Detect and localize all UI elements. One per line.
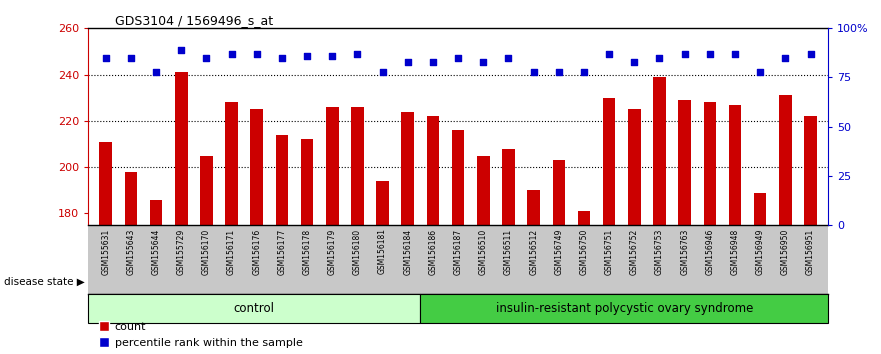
Bar [704, 102, 716, 225]
Bar [754, 193, 766, 225]
Point [477, 59, 491, 64]
Text: GSM156180: GSM156180 [353, 228, 362, 275]
Text: GSM156176: GSM156176 [252, 228, 262, 275]
Text: GSM156751: GSM156751 [604, 228, 614, 275]
Point [677, 51, 692, 57]
Bar [603, 98, 616, 225]
Text: control: control [233, 302, 275, 315]
Legend: count, percentile rank within the sample: count, percentile rank within the sample [93, 318, 307, 352]
Point [728, 51, 742, 57]
Text: GSM156948: GSM156948 [730, 228, 739, 275]
Point [552, 69, 566, 74]
Bar [729, 105, 741, 225]
Text: GSM156512: GSM156512 [529, 228, 538, 275]
Point [99, 55, 113, 61]
Point [300, 53, 315, 59]
Text: GSM155631: GSM155631 [101, 228, 110, 275]
Bar [502, 149, 515, 225]
Bar [477, 155, 490, 225]
Text: GSM156749: GSM156749 [554, 228, 563, 275]
Point [627, 59, 641, 64]
Bar [175, 72, 188, 225]
Bar [150, 200, 162, 225]
Point [753, 69, 767, 74]
Point [451, 55, 465, 61]
Text: GSM156179: GSM156179 [328, 228, 337, 275]
Bar [628, 109, 640, 225]
Bar [250, 109, 263, 225]
Text: GDS3104 / 1569496_s_at: GDS3104 / 1569496_s_at [115, 14, 272, 27]
Text: GSM156750: GSM156750 [580, 228, 589, 275]
Point [401, 59, 415, 64]
Bar [804, 116, 817, 225]
Bar [678, 100, 691, 225]
Bar [779, 96, 792, 225]
Bar [578, 211, 590, 225]
Point [375, 69, 389, 74]
Point [275, 55, 289, 61]
Point [325, 53, 339, 59]
Bar [300, 139, 314, 225]
Text: insulin-resistant polycystic ovary syndrome: insulin-resistant polycystic ovary syndr… [496, 302, 753, 315]
Point [653, 55, 667, 61]
Point [778, 55, 792, 61]
Text: GSM156184: GSM156184 [403, 228, 412, 275]
Point [426, 59, 440, 64]
Text: GSM156187: GSM156187 [454, 228, 463, 275]
Bar [376, 181, 389, 225]
Bar [402, 112, 414, 225]
Bar [226, 102, 238, 225]
Point [351, 51, 365, 57]
Text: GSM155644: GSM155644 [152, 228, 160, 275]
Point [577, 69, 591, 74]
Text: GSM156946: GSM156946 [706, 228, 714, 275]
Point [703, 51, 717, 57]
Point [149, 69, 163, 74]
Bar [200, 155, 212, 225]
Text: GSM156177: GSM156177 [278, 228, 286, 275]
Bar [100, 142, 112, 225]
Bar [276, 135, 288, 225]
Text: GSM156752: GSM156752 [630, 228, 639, 275]
Point [803, 51, 818, 57]
Point [602, 51, 616, 57]
Text: GSM156949: GSM156949 [756, 228, 765, 275]
Bar [352, 107, 364, 225]
Text: GSM156181: GSM156181 [378, 228, 387, 274]
Text: GSM156170: GSM156170 [202, 228, 211, 275]
Text: GSM156511: GSM156511 [504, 228, 513, 275]
Bar [420, 294, 828, 323]
Point [199, 55, 213, 61]
Bar [326, 107, 338, 225]
Text: GSM156951: GSM156951 [806, 228, 815, 275]
Text: GSM156753: GSM156753 [655, 228, 664, 275]
Bar [426, 116, 440, 225]
Bar [88, 294, 420, 323]
Bar [124, 172, 137, 225]
Bar [653, 77, 666, 225]
Text: GSM156950: GSM156950 [781, 228, 790, 275]
Text: GSM155729: GSM155729 [177, 228, 186, 275]
Text: GSM156510: GSM156510 [478, 228, 488, 275]
Text: GSM156186: GSM156186 [428, 228, 438, 275]
Point [225, 51, 239, 57]
Bar [528, 190, 540, 225]
Text: GSM155643: GSM155643 [126, 228, 136, 275]
Bar [452, 130, 464, 225]
Text: GSM156171: GSM156171 [227, 228, 236, 275]
Point [501, 55, 515, 61]
Point [124, 55, 138, 61]
Text: GSM156763: GSM156763 [680, 228, 689, 275]
Bar [552, 160, 565, 225]
Point [527, 69, 541, 74]
Text: disease state ▶: disease state ▶ [4, 277, 85, 287]
Point [174, 47, 189, 53]
Text: GSM156178: GSM156178 [302, 228, 312, 275]
Point [249, 51, 263, 57]
